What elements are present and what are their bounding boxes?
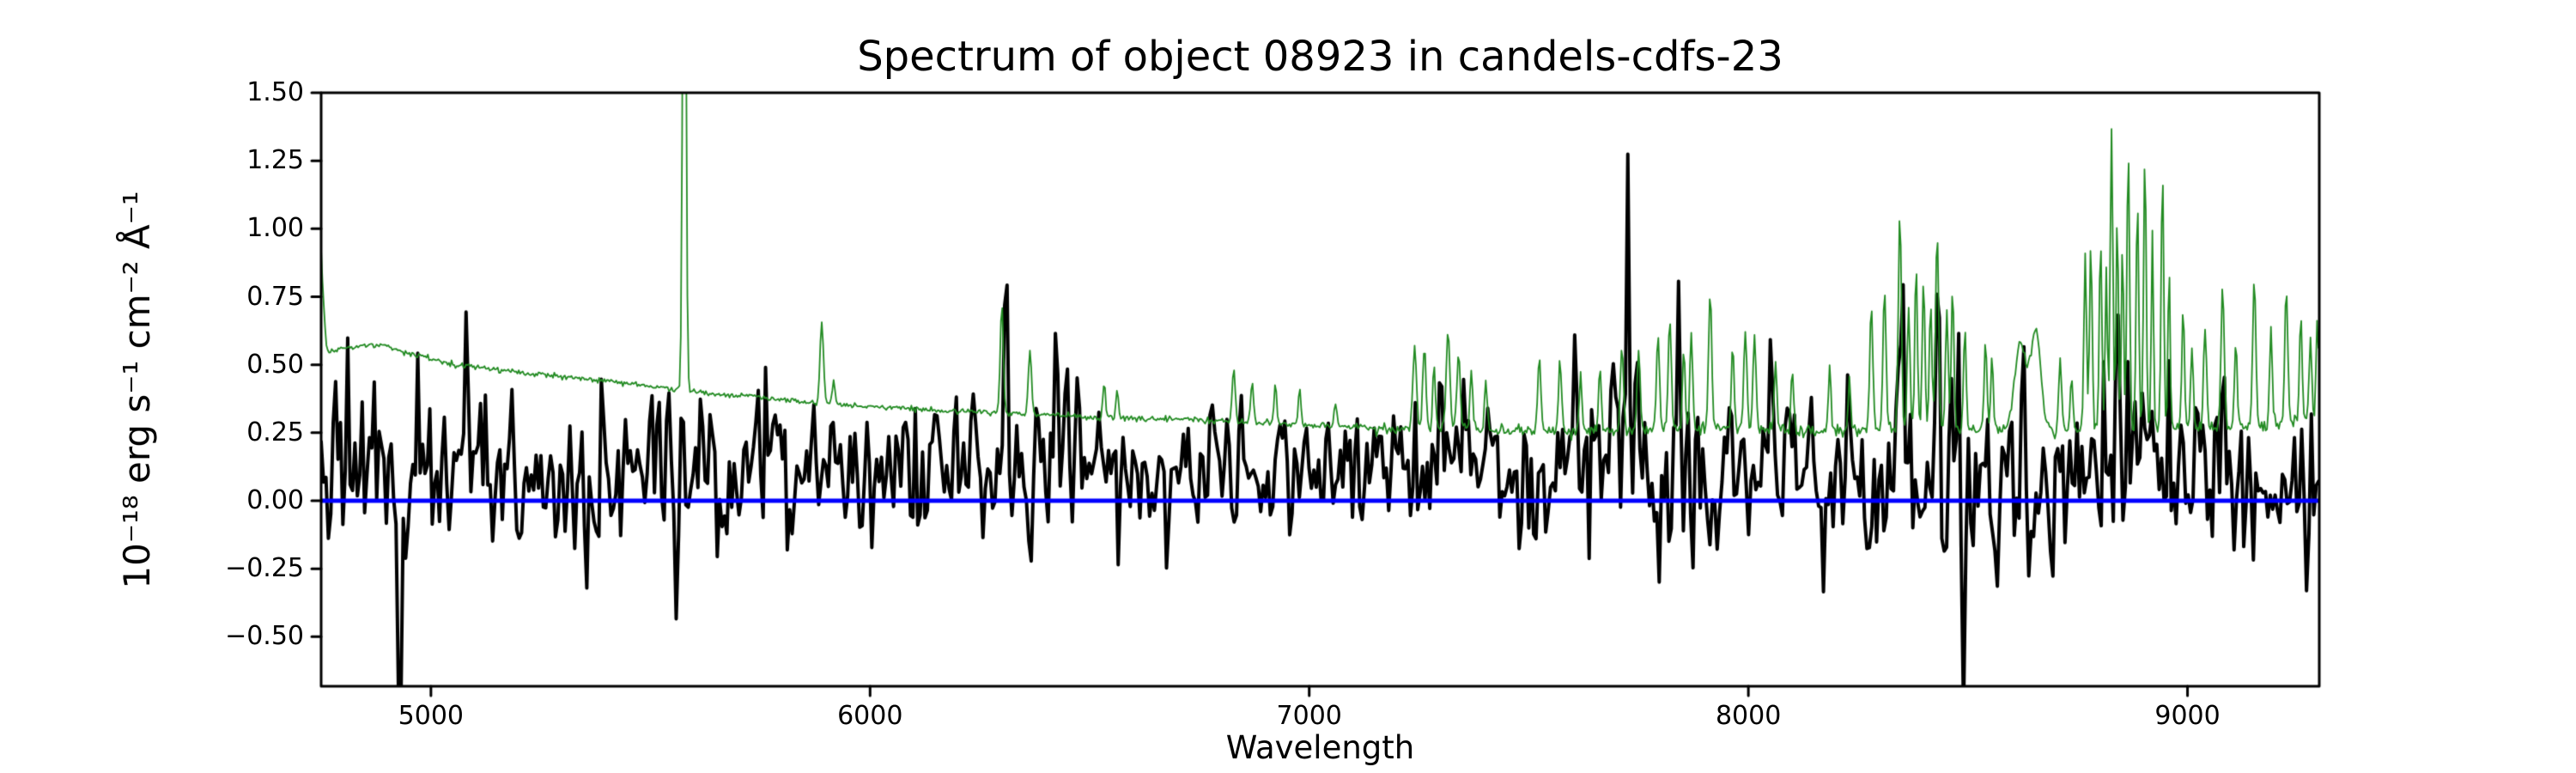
y-tick-label: −0.25 bbox=[225, 553, 304, 584]
y-tick-label: 1.25 bbox=[246, 145, 304, 176]
y-tick-label: 0.25 bbox=[246, 417, 304, 447]
y-tick-label: 0.75 bbox=[246, 281, 304, 312]
plot-title: Spectrum of object 08923 in candels-cdfs… bbox=[857, 33, 1783, 81]
y-tick-label: 0.00 bbox=[246, 485, 304, 516]
x-tick-label: 5000 bbox=[398, 701, 465, 731]
x-tick-label: 9000 bbox=[2154, 701, 2221, 731]
y-tick-label: 1.50 bbox=[246, 77, 304, 107]
x-tick-label: 6000 bbox=[837, 701, 903, 731]
y-tick-label: 0.50 bbox=[246, 349, 304, 380]
x-tick-label: 7000 bbox=[1276, 701, 1342, 731]
y-tick-label: 1.00 bbox=[246, 213, 304, 244]
y-tick-label: −0.50 bbox=[225, 621, 304, 652]
x-axis-label: Wavelength bbox=[1225, 729, 1415, 766]
y-axis-label: 10⁻¹⁸ erg s⁻¹ cm⁻² Å⁻¹ bbox=[116, 191, 158, 589]
x-tick-label: 8000 bbox=[1715, 701, 1782, 731]
